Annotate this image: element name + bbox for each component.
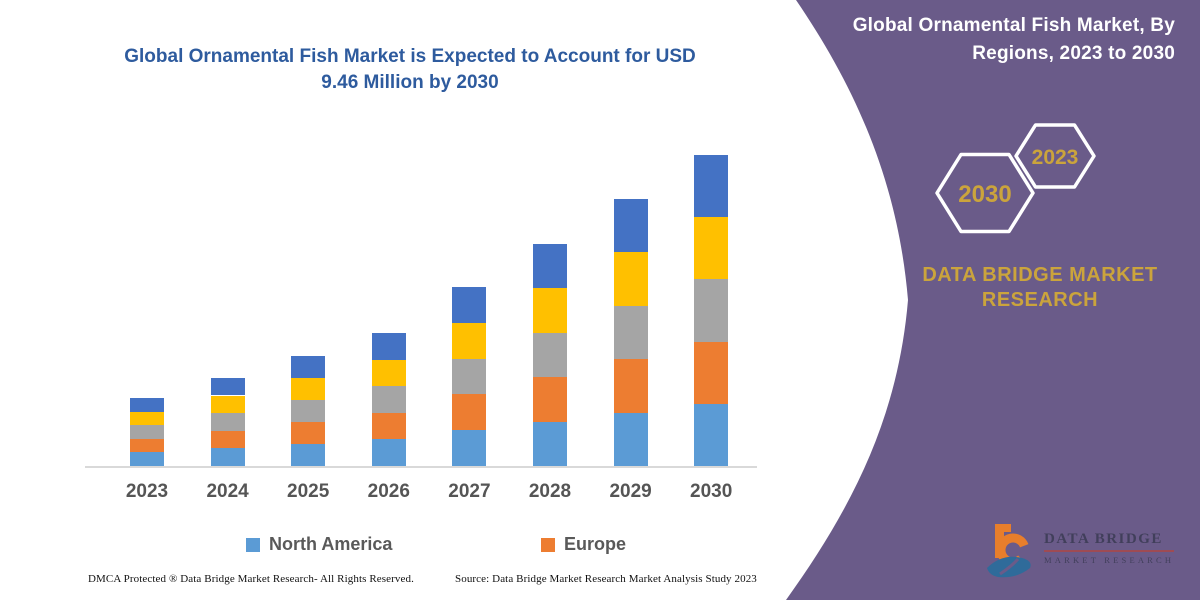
x-axis-label-2025: 2025 [287, 481, 330, 502]
bar-segment-2027-unlabeled-gray [452, 358, 487, 395]
legend-label-north-america: North America [269, 534, 393, 554]
bar-segment-2028-north-america [533, 421, 567, 466]
bar-segment-2030-europe [694, 341, 729, 404]
bar-segment-2023-unlabeled-blue [130, 397, 164, 412]
bar-segment-2027-unlabeled-blue [452, 286, 487, 323]
bar-segment-2024-europe [210, 430, 245, 449]
bar-segment-2030-unlabeled-blue [694, 154, 729, 218]
legend-item-north-america: North America [246, 534, 392, 555]
bar-segment-2030-north-america [694, 403, 729, 466]
panel-title-line1: Global Ornamental Fish Market, By [852, 15, 1175, 36]
chart-title-line2: 9.46 Million by 2030 [321, 72, 499, 93]
bar-segment-2027-unlabeled-yellow [452, 322, 487, 359]
bar-segment-2026-north-america [371, 439, 406, 466]
bar-segment-2023-unlabeled-yellow [130, 411, 164, 426]
bar-segment-2029-north-america [613, 412, 648, 466]
bar-segment-2025-north-america [291, 444, 326, 466]
purple-curved-shape [786, 0, 1200, 600]
bar-segment-2027-north-america [452, 430, 487, 466]
bar-segment-2026-unlabeled-yellow [371, 359, 406, 387]
panel-title: Global Ornamental Fish Market, By Region… [845, 12, 1175, 68]
data-bridge-logo-mark-icon [987, 524, 1031, 578]
x-axis-label-2023: 2023 [125, 481, 169, 502]
logo-title: DATA BRIDGE [1044, 531, 1175, 552]
bar-segment-2026-europe [371, 412, 406, 440]
x-axis-label-2028: 2028 [528, 481, 572, 502]
bar-segment-2025-unlabeled-gray [291, 400, 326, 422]
bar-segment-2027-europe [452, 394, 487, 431]
x-axis-label-2024: 2024 [206, 481, 249, 502]
bar-segment-2029-unlabeled-gray [613, 305, 648, 360]
logo-subtitle: MARKET RESEARCH [1044, 555, 1175, 565]
bar-segment-2023-unlabeled-gray [130, 425, 164, 439]
x-axis-label-2029: 2029 [609, 481, 652, 502]
legend-swatch-europe [541, 537, 555, 552]
bar-segment-2025-europe [291, 422, 326, 444]
data-bridge-logo: DATA BRIDGE MARKET RESEARCH [986, 522, 1175, 578]
bar-segment-2026-unlabeled-blue [371, 333, 406, 360]
bar-segment-2029-unlabeled-yellow [613, 252, 648, 306]
bar-segment-2028-europe [533, 377, 567, 422]
bar-segment-2029-europe [613, 359, 648, 413]
bar-segment-2023-north-america [130, 452, 164, 466]
x-axis-label-2027: 2027 [448, 481, 491, 502]
brand-text: DATA BRIDGE MARKET RESEARCH [922, 264, 1158, 311]
bar-segment-2025-unlabeled-blue [291, 356, 326, 378]
x-axis-label-2030: 2030 [690, 481, 733, 502]
bar-segment-2030-unlabeled-yellow [694, 217, 729, 280]
footer-dmca-text: DMCA Protected ® Data Bridge Market Rese… [88, 573, 414, 585]
bar-segment-2028-unlabeled-yellow [533, 288, 567, 333]
chart-title: Global Ornamental Fish Market is Expecte… [95, 44, 725, 96]
bar-segment-2024-unlabeled-yellow [210, 395, 245, 414]
bar-segment-2023-europe [130, 438, 164, 453]
x-axis-label-2026: 2026 [367, 481, 410, 502]
bar-segment-2028-unlabeled-blue [533, 243, 567, 289]
footer-source-text: Source: Data Bridge Market Research Mark… [455, 573, 757, 585]
logo-text-block: DATA BRIDGE MARKET RESEARCH [1044, 531, 1175, 565]
bar-segment-2024-north-america [210, 448, 245, 466]
bar-segment-2030-unlabeled-gray [694, 279, 729, 342]
legend-label-europe: Europe [564, 534, 627, 554]
legend-item-europe: Europe [541, 534, 626, 555]
legend-swatch-north-america [246, 537, 260, 552]
bar-segment-2028-unlabeled-gray [533, 332, 567, 378]
x-axis-line [85, 466, 757, 468]
bar-segment-2029-unlabeled-blue [613, 199, 648, 253]
chart-title-line1: Global Ornamental Fish Market is Expecte… [124, 46, 696, 67]
bar-segment-2026-unlabeled-gray [371, 386, 406, 413]
bar-segment-2024-unlabeled-blue [210, 377, 245, 396]
plot-area: 2023 2024 2025 2026 2027 2028 2029 2030 [85, 154, 757, 502]
bar-segment-2025-unlabeled-yellow [291, 378, 326, 400]
bar-segment-2024-unlabeled-gray [210, 413, 245, 431]
panel-title-line2: Regions, 2023 to 2030 [972, 43, 1175, 64]
